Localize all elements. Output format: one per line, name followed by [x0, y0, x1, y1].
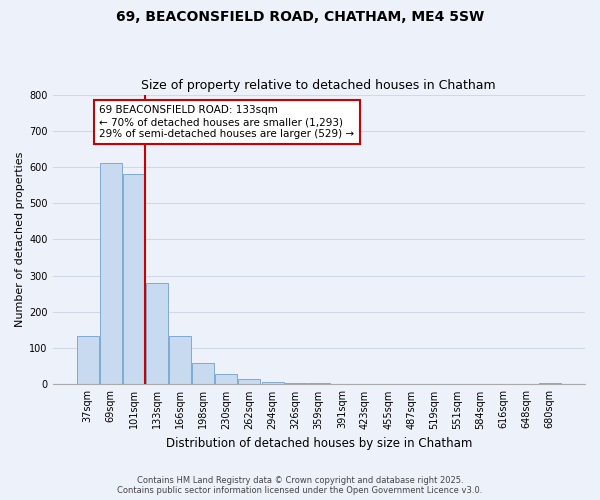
Y-axis label: Number of detached properties: Number of detached properties — [15, 152, 25, 327]
Bar — [238, 379, 260, 384]
Bar — [123, 174, 145, 384]
Bar — [146, 283, 168, 384]
Bar — [77, 336, 98, 384]
Bar — [284, 382, 307, 384]
Text: Contains HM Land Registry data © Crown copyright and database right 2025.
Contai: Contains HM Land Registry data © Crown c… — [118, 476, 482, 495]
Text: 69 BEACONSFIELD ROAD: 133sqm
← 70% of detached houses are smaller (1,293)
29% of: 69 BEACONSFIELD ROAD: 133sqm ← 70% of de… — [99, 106, 355, 138]
Bar — [192, 364, 214, 384]
Bar — [308, 382, 330, 384]
Bar — [262, 382, 284, 384]
X-axis label: Distribution of detached houses by size in Chatham: Distribution of detached houses by size … — [166, 437, 472, 450]
Bar — [169, 336, 191, 384]
Bar — [215, 374, 238, 384]
Text: 69, BEACONSFIELD ROAD, CHATHAM, ME4 5SW: 69, BEACONSFIELD ROAD, CHATHAM, ME4 5SW — [116, 10, 484, 24]
Bar — [100, 164, 122, 384]
Title: Size of property relative to detached houses in Chatham: Size of property relative to detached ho… — [142, 79, 496, 92]
